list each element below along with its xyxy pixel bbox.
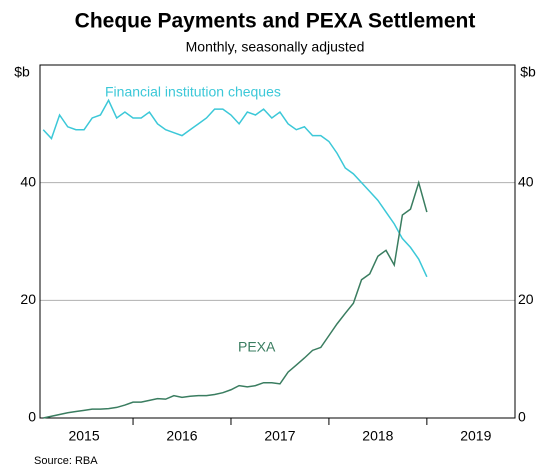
x-tick-label: 2015 xyxy=(68,428,99,444)
chart-title: Cheque Payments and PEXA Settlement xyxy=(75,10,476,33)
x-tick-label: 2017 xyxy=(264,428,295,444)
y-tick-label: 20 xyxy=(20,291,36,307)
x-tick-label: 2016 xyxy=(166,428,197,444)
x-tick-label: 2019 xyxy=(460,428,491,444)
series-label: PEXA xyxy=(238,339,276,355)
y2-tick-label: 20 xyxy=(518,291,534,307)
series-line xyxy=(42,98,428,278)
series-line xyxy=(43,180,428,419)
source: Source: RBA xyxy=(34,455,98,467)
y-unit-left: $b xyxy=(14,64,30,80)
x-tick-label: 2018 xyxy=(362,428,393,444)
y2-tick-label: 0 xyxy=(518,409,526,425)
series-label: Financial institution cheques xyxy=(105,84,281,100)
chart-subtitle: Monthly, seasonally adjusted xyxy=(186,39,365,55)
plot-frame xyxy=(39,64,516,419)
y2-tick-label: 40 xyxy=(518,173,534,189)
y-tick-label: 40 xyxy=(20,173,36,189)
y-tick-label: 0 xyxy=(28,409,36,425)
y-unit-right: $b xyxy=(520,64,536,80)
